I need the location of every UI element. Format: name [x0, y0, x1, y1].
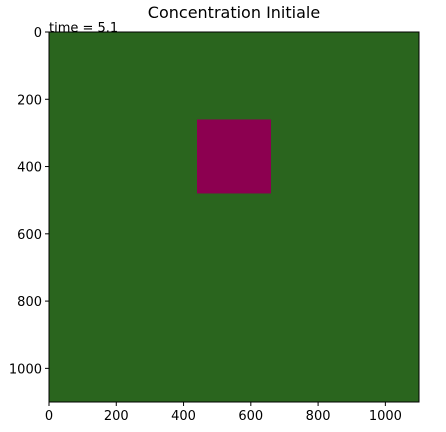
x-tick-label: 400 [171, 409, 196, 424]
y-tick-label: 200 [17, 93, 42, 108]
y-axis: 0 200 400 600 800 1000 [9, 26, 49, 377]
y-tick-label: 800 [17, 295, 42, 310]
y-tick-label: 0 [34, 26, 42, 41]
high-concentration-region [197, 119, 271, 194]
x-tick-label: 200 [104, 409, 129, 424]
time-annotation: time = 5.1 [49, 21, 118, 36]
x-tick-label: 0 [45, 409, 53, 424]
x-tick-label: 800 [306, 409, 331, 424]
x-axis: 0 200 400 600 800 1000 [45, 402, 402, 424]
axes-frame [48, 31, 420, 403]
chart-title: Concentration Initiale [148, 3, 320, 22]
concentration-field [49, 32, 419, 402]
x-tick-label: 600 [238, 409, 263, 424]
y-tick-label: 400 [17, 161, 42, 176]
y-tick-label: 600 [17, 228, 42, 243]
x-tick-label: 1000 [369, 409, 402, 424]
y-tick-label: 1000 [9, 362, 42, 377]
